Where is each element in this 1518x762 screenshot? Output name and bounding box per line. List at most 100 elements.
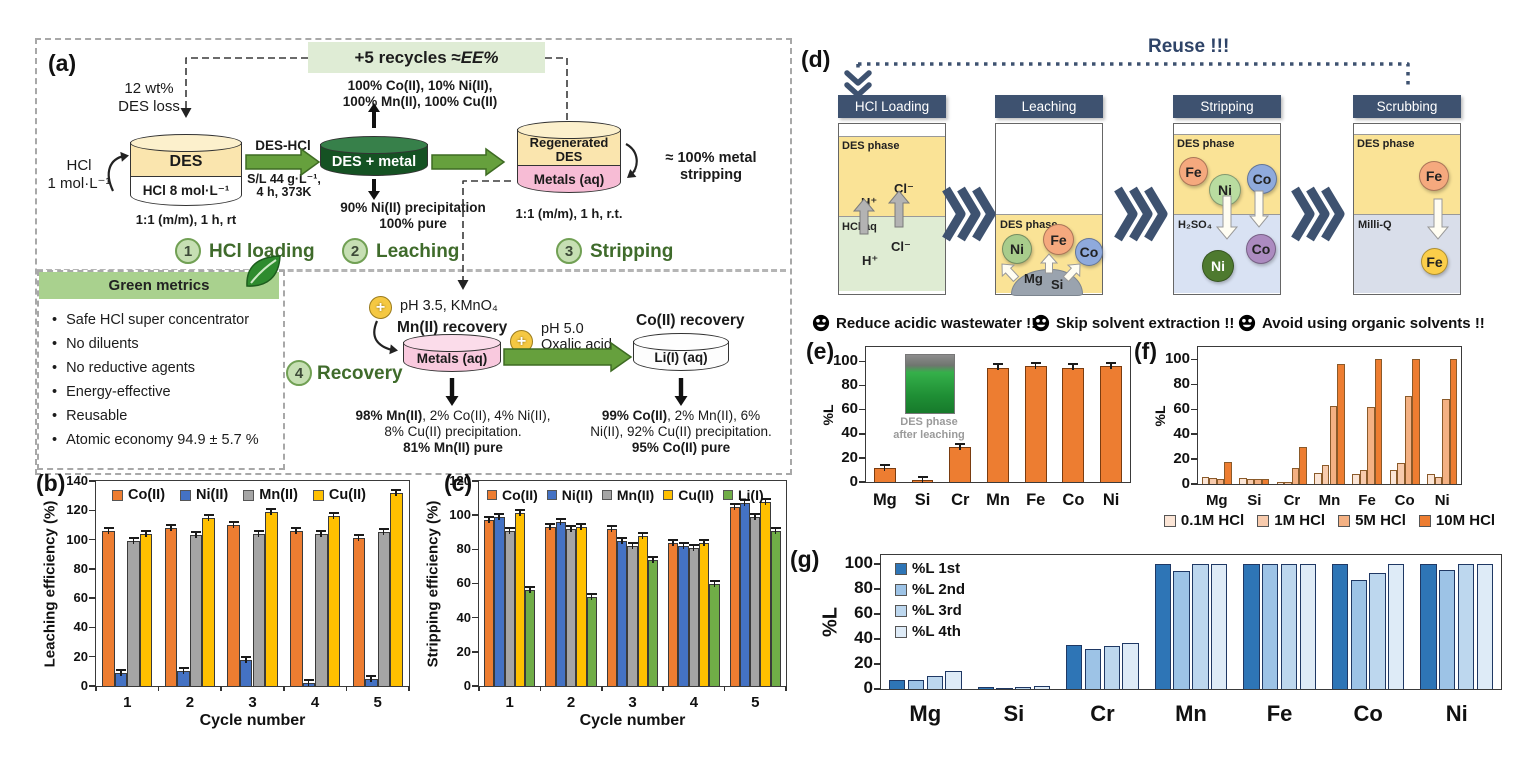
cylinder-cap	[517, 121, 621, 139]
x-category-label: 4	[310, 694, 320, 711]
legend-swatch	[1338, 514, 1351, 527]
des-hcl-cylinder: DES HCl 8 mol·L⁻¹	[130, 134, 242, 206]
step-4-circle: 4	[286, 360, 312, 386]
cylinder-cap	[320, 136, 428, 154]
bar-Cu(II)-5	[760, 501, 771, 686]
bar-0.1M HCl-Mg	[1201, 476, 1210, 484]
error-bar	[303, 679, 314, 687]
panel-e-label: (e)	[806, 338, 835, 364]
y-axis-title: %L	[819, 607, 842, 637]
step-3-circle: 3	[556, 238, 582, 264]
error-bar	[191, 531, 202, 539]
error-bar	[739, 499, 750, 507]
error-bar	[515, 509, 525, 517]
x-category-label: 2	[566, 694, 576, 711]
bar-0.1M HCl-Fe	[1352, 474, 1360, 484]
bar-10M HCl-Co	[1412, 359, 1420, 484]
error-bar	[627, 541, 638, 549]
legend-item: %L 1st	[895, 560, 965, 577]
bar-Li(I)-2	[586, 597, 597, 686]
error-bar	[128, 537, 139, 545]
ni-ion: Ni	[1209, 174, 1241, 206]
error-bar	[266, 507, 277, 515]
fe-ion: Fe	[1043, 224, 1074, 255]
error-bar	[1106, 362, 1117, 370]
y-axis-title: Stripping efficiency (%)	[424, 500, 442, 667]
legend-item: 5M HCl	[1338, 512, 1406, 529]
x-axis-title: Cycle number	[579, 712, 686, 729]
y-tick-label: 120	[66, 502, 88, 518]
bar-%L 3rd-Co	[1369, 572, 1386, 689]
error-bar	[366, 674, 377, 682]
stage-scrubbing-header: Scrubbing	[1353, 95, 1461, 118]
x-category-label: Mn	[1175, 701, 1207, 726]
inset-caption: DES phase after leaching	[893, 416, 965, 441]
stage-leaching-header: Leaching	[995, 95, 1103, 118]
legend: Co(II) Ni(II) Mn(II) Cu(II)	[112, 487, 366, 503]
legend-swatch	[895, 625, 907, 638]
bar-Ni(II)-2	[555, 522, 566, 686]
error-bar	[879, 463, 890, 471]
step-1-circle: 1	[175, 238, 201, 264]
legend-label: Li(I)	[737, 487, 764, 503]
fe-ion-scrubbed: Fe	[1421, 248, 1448, 275]
error-bar	[525, 586, 536, 594]
benefit-item: Skip solvent extraction !!	[1032, 314, 1234, 332]
bar-10M HCl-Si	[1261, 479, 1270, 484]
recycle-note: +5 recycles ≈ EE%	[308, 42, 545, 73]
bar-DES leaching-Ni	[1100, 366, 1123, 482]
arrow1-sub1: S/L 44 g·L⁻¹,	[247, 172, 321, 186]
legend-swatch	[112, 489, 123, 501]
legend-label: Ni(II)	[196, 487, 229, 503]
y-tick-label: 100	[832, 352, 858, 370]
error-bar	[576, 523, 587, 531]
y-tick-label: 80	[456, 541, 471, 557]
error-bar	[1068, 363, 1079, 371]
legend: Co(II) Ni(II) Mn(II) Cu(II) Li(I)	[487, 487, 764, 503]
bar-%L 1st-Cr	[1066, 645, 1083, 689]
y-tick-label: 60	[1173, 399, 1190, 417]
bar-%L 4th-Si	[1033, 685, 1051, 689]
x-category-label: Si	[1003, 701, 1025, 726]
y-tick-label: 0	[849, 472, 858, 490]
y-tick-label: 140	[66, 472, 88, 488]
step-2-label: Leaching	[376, 241, 460, 262]
error-bar	[353, 534, 364, 542]
mg-label: Mg	[1024, 271, 1043, 286]
y-tick-label: 0	[463, 677, 471, 693]
error-bar	[241, 655, 252, 663]
y-tick-label: 80	[841, 376, 858, 394]
bar-Cu(II)-1	[514, 513, 526, 686]
step-4-label: Recovery	[317, 363, 403, 384]
error-bar	[688, 543, 699, 551]
bar-Li(I)-1	[525, 590, 536, 686]
bar-%L 4th-Cr	[1122, 642, 1139, 689]
mn-recovery-cylinder: Metals (aq)	[403, 334, 501, 372]
legend-item: 1M HCl	[1257, 512, 1325, 529]
error-bar	[494, 512, 505, 520]
cylinder-cap	[403, 334, 501, 352]
panel-c-label: (c)	[444, 470, 473, 496]
des-phase-photo	[905, 354, 955, 414]
green-metrics-list: • Safe HCl super concentrator • No diluent…	[52, 308, 272, 452]
legend: 0.1M HCl 1M HCl 5M HCl 10M HCl	[1133, 512, 1518, 529]
legend-item: %L 4th	[895, 623, 965, 640]
legend-item: 0.1M HCl	[1163, 512, 1244, 529]
legend-label: %L 1st	[912, 560, 961, 577]
y-tick-label: 60	[73, 590, 88, 606]
legend-label: Co(II)	[502, 487, 538, 503]
error-bar	[555, 518, 566, 525]
x-category-label: Cr	[1090, 701, 1115, 726]
error-bar	[917, 475, 928, 483]
bar-%L 1st-Si	[977, 686, 994, 689]
regenerated-des-cylinder: Regenerated DES Metals (aq)	[517, 121, 621, 193]
bar-Co(II)-5	[729, 506, 740, 686]
bar-Li(I)-4	[709, 583, 720, 686]
legend-swatch	[722, 490, 733, 500]
bar-%L 2nd-Ni	[1439, 570, 1456, 689]
x-axis-title: Cycle number	[199, 712, 306, 729]
panel-d-label: (d)	[801, 46, 831, 72]
co-ion: Co	[1075, 238, 1103, 266]
legend-swatch	[601, 490, 612, 500]
x-category-label: Mg	[1205, 492, 1228, 509]
